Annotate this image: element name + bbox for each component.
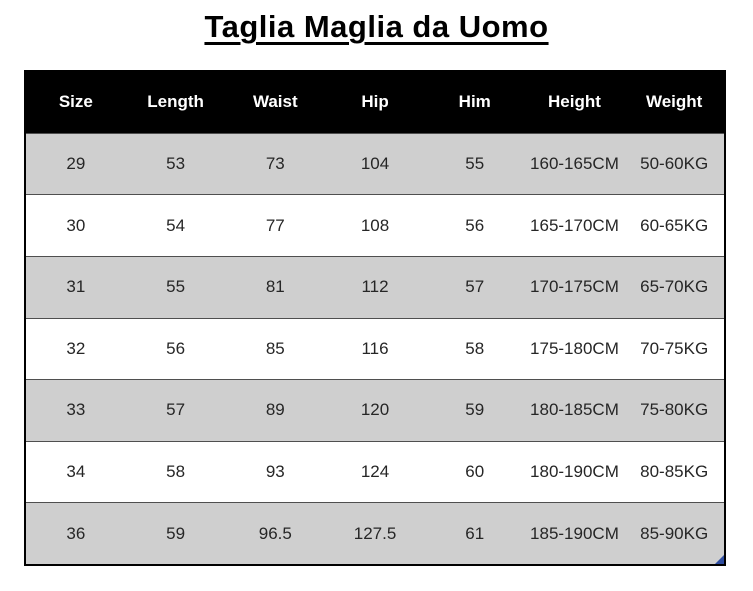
table-cell: 34	[66, 462, 86, 482]
table-cell: 112	[361, 277, 389, 297]
table-cell: 89	[265, 400, 285, 420]
table-row: 33 57 89 120 59 180-185CM 75-80KG	[26, 379, 724, 441]
table-cell: 65-70KG	[640, 277, 709, 297]
table-row: 34 58 93 124 60 180-190CM 80-85KG	[26, 440, 724, 503]
table-cell: 60-65KG	[640, 215, 709, 235]
table-cell: 56	[166, 338, 186, 358]
table-cell: 70-75KG	[640, 338, 709, 358]
table-cell: 59	[465, 400, 485, 420]
table-cell: 55	[465, 153, 485, 173]
column-header: Length	[147, 92, 204, 112]
table-cell: 50-60KG	[640, 153, 709, 173]
table-cell: 54	[166, 215, 186, 235]
table-cell: 75-80KG	[640, 400, 709, 420]
column-header: Hip	[361, 92, 389, 112]
table-cell: 160-165CM	[530, 153, 619, 173]
table-cell: 96.5	[258, 523, 292, 543]
table-cell: 85	[265, 338, 285, 358]
table-cell: 93	[265, 462, 285, 482]
table-cell: 31	[66, 277, 86, 297]
column-header: Weight	[645, 92, 703, 112]
table-cell: 77	[265, 215, 285, 235]
column-header: Waist	[252, 92, 298, 112]
column-header: Height	[548, 92, 601, 112]
table-cell: 59	[166, 523, 186, 543]
table-row: 32 56 85 116 58 175-180CM 70-75KG	[26, 317, 724, 380]
column-header: Him	[458, 92, 491, 112]
corner-triangle-icon	[715, 555, 724, 564]
table-cell: 56	[465, 215, 485, 235]
table-cell: 57	[166, 400, 186, 420]
table-cell: 30	[66, 215, 86, 235]
table-cell: 175-180CM	[530, 338, 619, 358]
table-cell: 58	[166, 462, 186, 482]
table-cell: 124	[360, 462, 390, 482]
table-row: 31 55 81 112 57 170-175CM 65-70KG	[26, 255, 724, 318]
table-cell: 180-190CM	[530, 462, 619, 482]
table-cell: 80-85KG	[640, 462, 709, 482]
table-cell: 127.5	[353, 523, 397, 543]
table-cell: 60	[465, 462, 485, 482]
page-title: Taglia Maglia da Uomo	[204, 9, 549, 44]
table-cell: 185-190CM	[530, 523, 619, 543]
table-cell: 170-175CM	[530, 277, 619, 297]
size-table: Size Length Waist Hip Him Height Weight 29 53 73…	[24, 70, 726, 566]
table-row: 36 59 96.5 127.5 61 185-190CM 85-90KG	[26, 502, 724, 564]
table-cell: 29	[66, 153, 86, 173]
table-cell: 180-185CM	[530, 400, 619, 420]
table-row: 29 53 73 104 55 160-165CM 50-60KG	[26, 132, 724, 195]
table-header-row: Size Length Waist Hip Him Height Weight	[26, 72, 724, 133]
table-cell: 53	[166, 153, 186, 173]
table-cell: 36	[66, 523, 86, 543]
table-cell: 32	[66, 338, 86, 358]
table-cell: 165-170CM	[530, 215, 619, 235]
table-cell: 108	[360, 215, 390, 235]
column-header: Size	[58, 92, 93, 112]
table-cell: 33	[66, 400, 86, 420]
table-cell: 104	[360, 153, 390, 173]
table-row: 30 54 77 108 56 165-170CM 60-65KG	[26, 194, 724, 256]
table-cell: 81	[265, 277, 285, 297]
table-cell: 120	[360, 400, 390, 420]
table-cell: 116	[361, 338, 389, 358]
table-cell: 55	[166, 277, 186, 297]
table-cell: 85-90KG	[640, 523, 709, 543]
table-cell: 58	[465, 338, 485, 358]
table-cell: 57	[465, 277, 485, 297]
table-cell: 61	[465, 523, 485, 543]
table-cell: 73	[265, 153, 285, 173]
